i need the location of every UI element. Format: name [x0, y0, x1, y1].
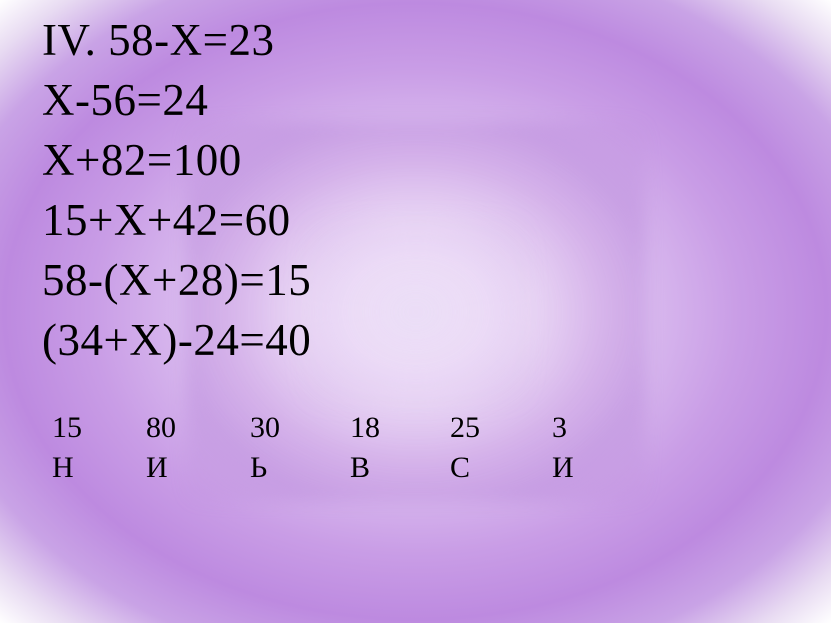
slide-container: IV. 58-Х=23 Х-56=24 Х+82=100 15+Х+42=60 …	[0, 0, 831, 623]
table-cell: Н	[52, 448, 146, 488]
table-cell: И	[552, 448, 632, 488]
table-cell: В	[350, 448, 450, 488]
equation-line-5: 58-(Х+28)=15	[42, 250, 311, 310]
equations-block: IV. 58-Х=23 Х-56=24 Х+82=100 15+Х+42=60 …	[42, 10, 311, 370]
table-cell: С	[450, 448, 552, 488]
equation-line-4: 15+Х+42=60	[42, 190, 311, 250]
table-cell: 30	[250, 408, 350, 448]
table-cell: 3	[552, 408, 632, 448]
equation-line-3: Х+82=100	[42, 130, 311, 190]
table-cell: 25	[450, 408, 552, 448]
answer-table: 15 80 30 18 25 3 Н И Ь В С И	[52, 408, 632, 488]
table-cell: И	[146, 448, 250, 488]
table-cell: 15	[52, 408, 146, 448]
table-row-letters: Н И Ь В С И	[52, 448, 632, 488]
table-cell: 18	[350, 408, 450, 448]
equation-line-6: (34+Х)-24=40	[42, 310, 311, 370]
table-cell: Ь	[250, 448, 350, 488]
equation-line-1: IV. 58-Х=23	[42, 10, 311, 70]
inner-gradient	[306, 222, 526, 402]
table-cell: 80	[146, 408, 250, 448]
table-row-numbers: 15 80 30 18 25 3	[52, 408, 632, 448]
equation-line-2: Х-56=24	[42, 70, 311, 130]
